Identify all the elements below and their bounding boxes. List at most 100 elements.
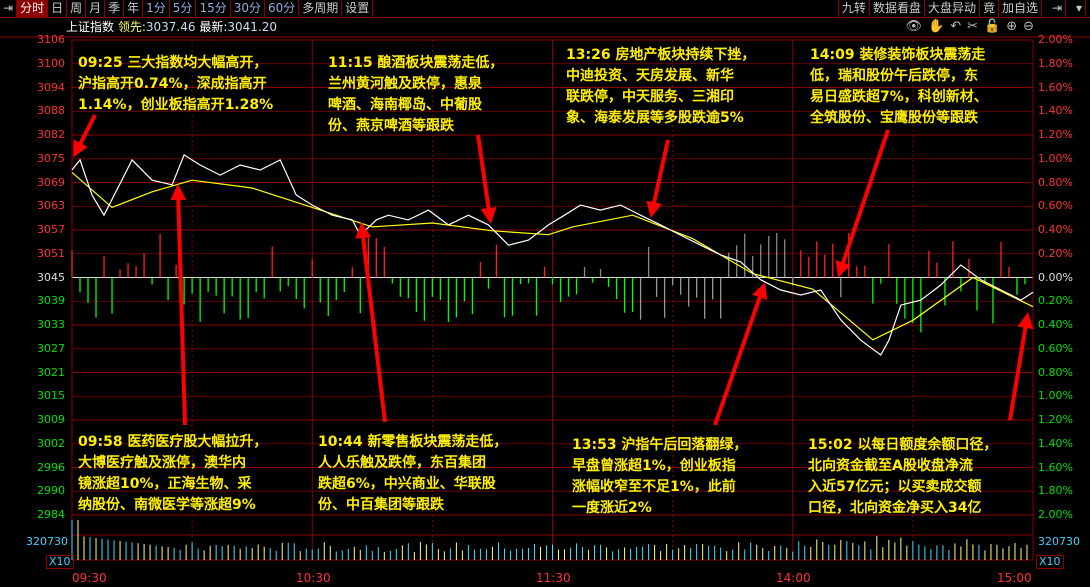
annotation-line: 10:44 新零售板块震荡走低，	[318, 434, 508, 450]
pct-tick: 1.20%	[1038, 128, 1073, 141]
tab-1[interactable]: 日	[48, 0, 68, 17]
eye-icon[interactable]: 👁	[905, 19, 922, 34]
annotation-line: 14:09 装修装饰板块震荡走	[810, 47, 986, 63]
toolbar-button-4[interactable]: 加自选	[999, 0, 1042, 17]
time-tick: 09:30	[72, 571, 107, 585]
pct-tick: 1.80%	[1038, 56, 1073, 70]
news-annotation: 15:02 以每日额度余额口径， 北向资金截至A股收盘净流 入近57亿元；以买卖成交…	[808, 435, 997, 519]
annotation-line: 份、燕京啤酒等跟跌	[328, 118, 454, 134]
lead-value: 3037.46	[145, 20, 196, 34]
annotation-line: 大博医疗触及涨停，澳华内	[78, 455, 246, 471]
tab-9[interactable]: 30分	[231, 0, 265, 17]
pct-tick: 0.40%	[1038, 318, 1073, 331]
price-tick: 3106	[37, 33, 65, 46]
price-tick: 3075	[37, 151, 65, 165]
annotation-line: 中迪投资、天房发展、新华	[566, 68, 734, 84]
price-tick: 3009	[37, 413, 65, 426]
pct-tick: 1.60%	[1038, 80, 1073, 94]
toolbar-button-1[interactable]: 数据看盘	[870, 0, 925, 17]
index-title: 上证指数 领先:3037.46 最新:3041.20	[66, 18, 277, 36]
annotation-line: 兰州黄河触及跌停，惠泉	[328, 76, 482, 92]
news-annotation: 11:15 酿酒板块震荡走低， 兰州黄河触及跌停，惠泉 啤酒、海南椰岛、中葡股 份、燕…	[328, 53, 503, 137]
pct-tick: 2.00%	[1038, 33, 1073, 46]
price-tick: 2990	[37, 484, 65, 498]
tab-11[interactable]: 多周期	[299, 0, 343, 17]
price-tick: 3045	[37, 270, 65, 284]
pct-tick: 2.00%	[1038, 508, 1073, 521]
pct-tick: 1.60%	[1038, 460, 1073, 474]
avg-price-line	[71, 171, 1034, 341]
hand-icon[interactable]: ✋	[928, 19, 945, 34]
volume-max-label-right: 320730	[1038, 535, 1080, 548]
annotation-arrow	[476, 134, 497, 224]
tab-4[interactable]: 季	[105, 0, 125, 17]
pct-tick: 0.80%	[1038, 365, 1073, 379]
annotation-line: 联跌停，中天服务、三湘印	[566, 89, 734, 105]
zoom-out-icon[interactable]: ⊖	[1023, 19, 1034, 34]
price-tick: 3015	[37, 389, 65, 403]
news-annotation: 14:09 装修装饰板块震荡走 低，瑞和股份午后跌停，东 易日盛跌超7%，科创新材、…	[810, 45, 988, 129]
pct-tick: 0.60%	[1038, 341, 1073, 355]
annotation-line: 1.14%，创业板指高开1.28%	[78, 97, 274, 113]
annotation-line: 易日盛跌超7%，科创新材、	[810, 89, 988, 105]
pct-tick: 0.00%	[1038, 270, 1073, 284]
price-tick: 3069	[37, 175, 65, 189]
news-annotation: 09:58 医药医疗股大幅拉升， 大博医疗触及涨停，澳华内 镜涨超10%，正海生物、…	[78, 432, 267, 516]
lock-icon[interactable]: 🔓	[984, 19, 1001, 34]
annotation-arrow	[170, 184, 187, 426]
tab-0[interactable]: 分时	[17, 0, 49, 17]
news-annotation: 10:44 新零售板块震荡走低， 人人乐触及跌停，东百集团 跌超6%，中兴商业、华联…	[318, 432, 507, 516]
annotation-line: 纳股份、南微医学等涨超9%	[78, 497, 256, 513]
pct-tick: 1.40%	[1038, 104, 1073, 118]
tab-8[interactable]: 15分	[196, 0, 231, 17]
dropdown-icon[interactable]: ▾	[1073, 0, 1086, 17]
toolbar-button-3[interactable]: 竟	[980, 0, 999, 17]
price-tick: 3063	[37, 199, 65, 213]
annotation-line: 15:02 以每日额度余额口径，	[808, 437, 998, 453]
price-tick: 3051	[37, 246, 65, 260]
annotation-line: 镜涨超10%，正海生物、采	[78, 476, 252, 492]
tab-6[interactable]: 1分	[143, 0, 170, 17]
news-annotation: 13:53 沪指午后回落翻绿， 早盘曾涨超1%，创业板指 涨幅收窄至不足1%，此前一…	[572, 435, 747, 519]
annotation-line: 象、海泰发展等多股跌逾5%	[566, 110, 744, 126]
price-tick: 3100	[37, 56, 65, 70]
price-tick: 2984	[37, 508, 65, 521]
volume-scale-label: X10	[46, 555, 74, 569]
tab-2[interactable]: 周	[67, 0, 87, 17]
toolbar-button-2[interactable]: 大盘异动	[925, 0, 980, 17]
time-tick: 15:00	[997, 571, 1032, 585]
price-tick: 3033	[37, 318, 65, 331]
annotation-line: 早盘曾涨超1%，创业板指	[572, 458, 736, 474]
annotation-arrow	[835, 129, 890, 278]
price-tick: 3039	[37, 294, 65, 308]
pct-tick: 0.60%	[1038, 199, 1073, 213]
scissors-icon[interactable]: ✂	[967, 19, 978, 34]
annotation-line: 跌超6%，中兴商业、华联股	[318, 476, 496, 492]
tab-10[interactable]: 60分	[265, 0, 300, 17]
tab-7[interactable]: 5分	[170, 0, 197, 17]
news-annotation: 09:25 三大指数均大幅高开， 沪指高开0.74%，深成指高开 1.14%，创业板…	[78, 53, 273, 116]
tab-5[interactable]: 年	[124, 0, 144, 17]
pct-tick: 1.00%	[1038, 389, 1073, 403]
toolbar-button-0[interactable]: 九转	[837, 0, 870, 17]
annotation-line: 低，瑞和股份午后跌停，东	[810, 68, 978, 84]
collapse-icon[interactable]: ⇥	[0, 0, 18, 17]
volume-max-label: 320730	[26, 535, 68, 548]
expand-icon[interactable]: ⇥	[1049, 0, 1066, 17]
price-tick: 3027	[37, 341, 65, 355]
price-tick: 3021	[37, 365, 65, 379]
tab-3[interactable]: 月	[86, 0, 106, 17]
annotation-arrow	[355, 222, 387, 423]
pct-tick: 0.80%	[1038, 175, 1073, 189]
news-annotation: 13:26 房地产板块持续下挫， 中迪投资、天房发展、新华 联跌停，中天服务、三湘印…	[566, 45, 755, 129]
undo-icon[interactable]: ↶	[950, 19, 962, 34]
annotation-line: 啤酒、海南椰岛、中葡股	[328, 97, 482, 113]
price-tick: 2996	[37, 460, 65, 474]
tab-12[interactable]: 设置	[342, 0, 374, 17]
latest-value: 3041.20	[227, 20, 278, 34]
annotation-arrow	[73, 114, 97, 158]
pct-tick: 1.20%	[1038, 413, 1073, 426]
annotation-line: 入近57亿元；以买卖成交额	[808, 479, 982, 495]
zoom-in-icon[interactable]: ⊕	[1006, 19, 1018, 34]
